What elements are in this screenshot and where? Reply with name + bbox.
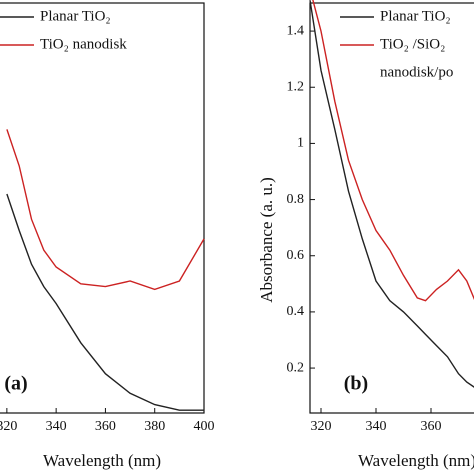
y-tick-label: 1 xyxy=(297,136,304,151)
x-tick-label: 360 xyxy=(421,419,442,434)
y-tick-label: 1.4 xyxy=(287,23,305,38)
y-tick-label: 0.6 xyxy=(287,248,305,263)
legend-label: TiO₂ nanodisk xyxy=(40,36,127,52)
x-tick-label: 320 xyxy=(0,419,17,434)
x-tick-label: 340 xyxy=(366,419,387,434)
plot-frame xyxy=(309,2,474,414)
panel-label: (a) xyxy=(4,373,27,395)
panel-label: (b) xyxy=(344,373,368,395)
line-series xyxy=(309,0,474,388)
legend-label: Planar TiO₂ xyxy=(380,8,451,24)
legend-label: nanodisk/po xyxy=(380,64,453,80)
y-tick-label: 0.4 xyxy=(287,304,305,319)
x-tick-label: 320 xyxy=(311,419,332,434)
y-tick-label: 0.2 xyxy=(287,360,305,375)
plot-frame xyxy=(0,2,205,414)
y-tick-label: 1.2 xyxy=(287,79,305,94)
x-tick-label: 340 xyxy=(46,419,67,434)
legend-label: TiO₂ /SiO₂ xyxy=(380,36,445,52)
x-tick-label: 380 xyxy=(144,419,165,434)
x-axis-label: Wavelength (nm) xyxy=(358,451,474,470)
y-tick-label: 0.8 xyxy=(287,192,305,207)
legend-label: Planar TiO₂ xyxy=(40,8,111,24)
line-series xyxy=(312,0,474,302)
x-tick-label: 360 xyxy=(95,419,116,434)
x-axis-label: Wavelength (nm) xyxy=(43,451,161,470)
x-tick-label: 400 xyxy=(194,419,215,434)
line-series xyxy=(6,193,204,411)
y-axis-label: Absorbance (a. u.) xyxy=(257,177,276,303)
line-series xyxy=(6,129,205,291)
